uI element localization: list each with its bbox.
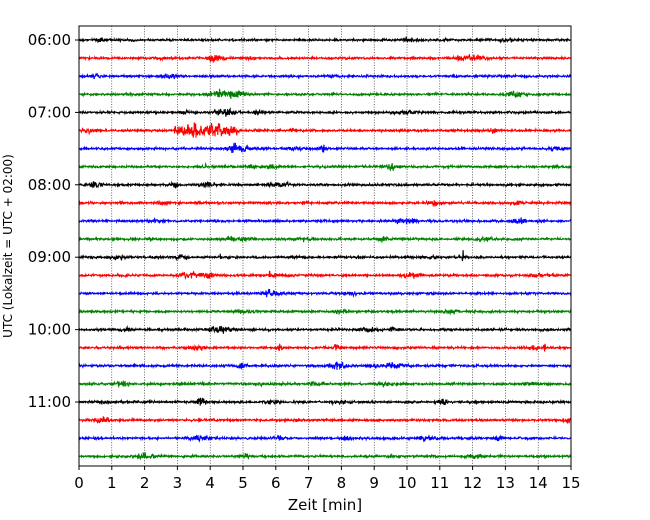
trace-1045 xyxy=(78,379,572,389)
trace-0930 xyxy=(78,288,572,298)
trace-0700 xyxy=(78,107,572,117)
trace-0715 xyxy=(78,122,572,138)
y-axis-label: UTC (Lokalzeit = UTC + 02:00) xyxy=(1,154,15,338)
y-tick-label: 11:00 xyxy=(28,393,71,411)
x-tick-label: 2 xyxy=(140,474,150,492)
trace-1145 xyxy=(78,452,572,461)
trace-0730 xyxy=(78,142,572,153)
x-tick-label: 11 xyxy=(430,474,449,492)
x-tick-label: 4 xyxy=(205,474,215,492)
trace-1100 xyxy=(78,397,572,407)
trace-0615 xyxy=(78,54,572,63)
trace-1130 xyxy=(78,434,572,443)
trace-0645 xyxy=(78,88,572,99)
x-tick-label: 7 xyxy=(304,474,314,492)
traces xyxy=(78,36,572,461)
y-tick-label: 08:00 xyxy=(28,176,71,194)
y-tick-label: 10:00 xyxy=(28,321,71,339)
x-tick-label: 13 xyxy=(496,474,515,492)
x-tick-label: 1 xyxy=(107,474,117,492)
trace-0845 xyxy=(78,235,572,243)
x-tick-label: 14 xyxy=(529,474,548,492)
trace-0815 xyxy=(78,199,572,208)
x-axis-ticks: 0 1 2 3 4 5 6 7 8 9 10 11 12 13 14 15 xyxy=(74,466,581,492)
trace-0745 xyxy=(78,161,572,172)
trace-0600 xyxy=(78,36,572,44)
x-tick-label: 15 xyxy=(561,474,580,492)
x-tick-label: 5 xyxy=(238,474,248,492)
plot-frame xyxy=(78,25,572,467)
trace-1030 xyxy=(78,361,572,371)
x-tick-label: 12 xyxy=(463,474,482,492)
trace-0915 xyxy=(78,270,572,280)
trace-1115 xyxy=(78,416,572,424)
y-axis-ticks: 06:00 07:00 08:00 09:00 10:00 11:00 xyxy=(28,31,79,411)
trace-1000 xyxy=(78,325,572,334)
y-tick-label: 06:00 xyxy=(28,31,71,49)
trace-1015 xyxy=(78,343,572,352)
trace-0800 xyxy=(78,180,572,189)
x-tick-label: 8 xyxy=(337,474,347,492)
trace-0830 xyxy=(78,216,572,225)
x-grid xyxy=(111,26,539,466)
trace-0630 xyxy=(78,72,572,80)
plot-area-background xyxy=(79,26,571,466)
y-tick-label: 09:00 xyxy=(28,248,71,266)
x-tick-label: 9 xyxy=(369,474,379,492)
trace-0945 xyxy=(78,308,572,316)
x-tick-label: 3 xyxy=(173,474,183,492)
x-axis-label: Zeit [min] xyxy=(288,496,362,514)
x-tick-label: 10 xyxy=(397,474,416,492)
trace-0900 xyxy=(78,250,572,262)
x-tick-label: 0 xyxy=(74,474,84,492)
x-tick-label: 6 xyxy=(271,474,281,492)
y-tick-label: 07:00 xyxy=(28,103,71,121)
